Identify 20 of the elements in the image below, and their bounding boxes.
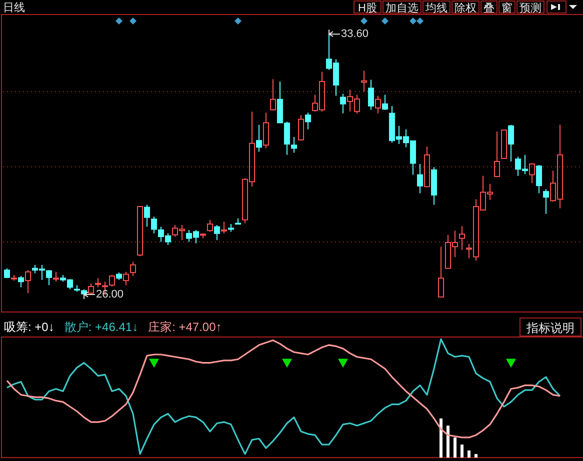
bar bbox=[460, 444, 464, 458]
bar bbox=[468, 450, 470, 458]
annotation: 26.00 bbox=[96, 288, 124, 300]
text: 叠 bbox=[484, 2, 494, 14]
text: 散户: +46.41↓ bbox=[64, 320, 138, 334]
series-label: 庄家: +47.00↑ bbox=[148, 320, 222, 334]
text: 日线 bbox=[3, 1, 25, 14]
text: 加自选 bbox=[386, 2, 418, 14]
bar bbox=[440, 418, 442, 458]
text: 吸筹: +0↓ bbox=[4, 320, 54, 334]
text: 除权 bbox=[454, 2, 476, 14]
bar bbox=[446, 426, 450, 458]
text: 指标说明 bbox=[526, 321, 574, 335]
text: 预测 bbox=[520, 2, 542, 14]
text: 窗 bbox=[502, 2, 512, 14]
text: 均线 bbox=[424, 2, 448, 14]
text: H股 bbox=[358, 2, 377, 14]
bar bbox=[474, 454, 478, 458]
annotation: 33.60 bbox=[341, 28, 369, 40]
bar bbox=[454, 437, 456, 458]
